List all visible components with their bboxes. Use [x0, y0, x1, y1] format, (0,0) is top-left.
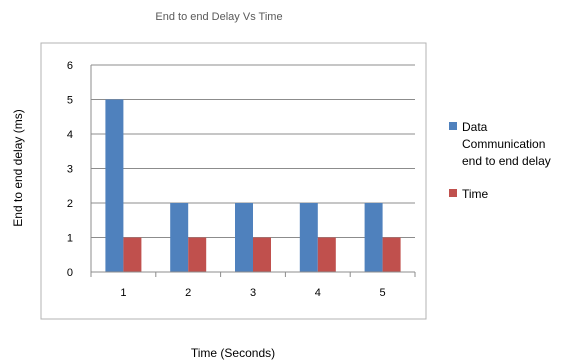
gridlines — [91, 64, 415, 238]
bar-time-5 — [382, 237, 401, 272]
y-tick-label: 6 — [67, 60, 73, 72]
axes — [90, 65, 416, 277]
bars — [105, 99, 401, 272]
bar-data-communication-2 — [170, 203, 189, 272]
y-tick-labels: 0 1 2 3 4 5 6 — [67, 60, 73, 279]
x-tick-label: 1 — [120, 287, 126, 299]
y-tick-label: 3 — [67, 164, 73, 176]
bar-time-2 — [188, 237, 207, 272]
bar-time-1 — [123, 237, 142, 272]
x-tick-label: 5 — [380, 287, 386, 299]
y-tick-label: 5 — [67, 95, 73, 107]
x-tick-label: 2 — [185, 287, 191, 299]
chart-title: End to end Delay Vs Time — [155, 11, 282, 23]
legend: Data Communication end to end delay Time — [449, 120, 551, 201]
legend-label: Data — [462, 120, 488, 134]
y-tick-label: 4 — [67, 129, 73, 141]
bar-data-communication-3 — [235, 203, 253, 272]
x-tick-labels: 1 2 3 4 5 — [120, 287, 385, 299]
bar-data-communication-5 — [364, 203, 383, 272]
y-tick-label: 0 — [67, 267, 73, 279]
bar-time-4 — [317, 237, 336, 272]
bar-data-communication-1 — [105, 99, 124, 272]
y-tick-label: 1 — [67, 233, 73, 245]
y-tick-label: 2 — [67, 198, 73, 210]
x-tick-label: 3 — [250, 287, 256, 299]
legend-swatch-data-communication — [449, 122, 457, 130]
legend-label: end to end delay — [462, 154, 551, 168]
legend-swatch-time — [449, 189, 457, 197]
bar-time-3 — [253, 237, 271, 272]
y-axis-title: End to end delay (ms) — [11, 109, 25, 226]
legend-label: Communication — [462, 137, 545, 151]
bar-data-communication-4 — [299, 203, 318, 272]
chart-frame — [40, 42, 427, 320]
x-tick-label: 4 — [315, 287, 321, 299]
legend-label: Time — [462, 187, 489, 201]
x-axis-title: Time (Seconds) — [191, 346, 275, 360]
